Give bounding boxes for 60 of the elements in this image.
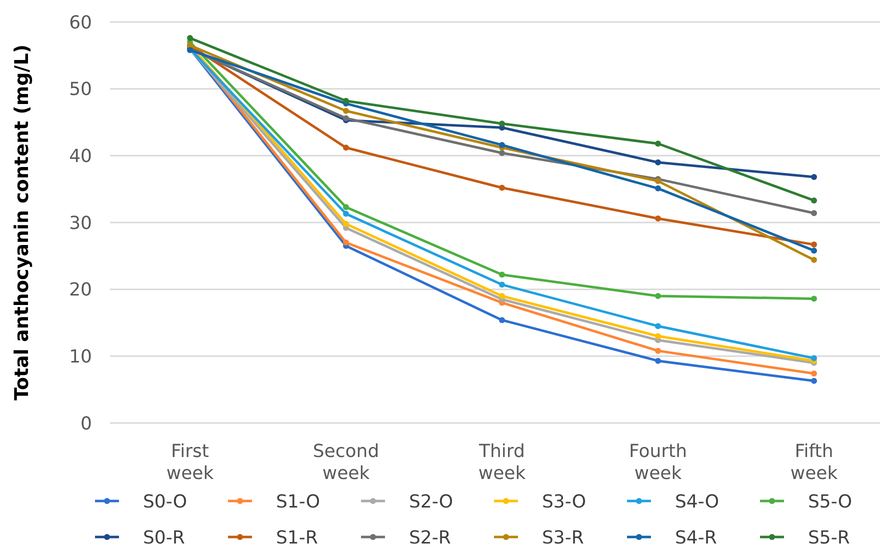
point: [811, 210, 817, 216]
legend-label: S4-R: [675, 527, 717, 548]
point: [499, 317, 505, 324]
legend-label: S5-O: [808, 491, 852, 512]
legend-label: S1-O: [276, 491, 320, 512]
point: [811, 370, 817, 377]
point: [655, 185, 661, 192]
legend-label: S3-O: [542, 491, 586, 512]
legend-label: S3-R: [542, 527, 584, 548]
point: [811, 248, 817, 254]
legend-label: S0-O: [143, 491, 188, 512]
legend-label: S2-R: [409, 527, 451, 548]
point: [499, 184, 505, 191]
point: [655, 215, 661, 222]
point: [343, 220, 349, 227]
point: [655, 348, 661, 354]
point: [811, 256, 817, 263]
y-tick-label: 10: [69, 346, 92, 368]
point: [499, 150, 505, 156]
point: [655, 323, 661, 330]
y-tick-label: 20: [69, 280, 92, 301]
legend-label: S1-R: [276, 527, 318, 548]
point: [499, 282, 505, 288]
legend-label: S5-R: [808, 527, 850, 548]
point: [811, 378, 817, 384]
point: [343, 204, 349, 210]
y-tick-label: 50: [69, 79, 92, 100]
legend-label: S2-O: [409, 491, 454, 512]
point: [811, 355, 817, 362]
point: [499, 272, 505, 278]
legend-label: S0-R: [143, 527, 185, 548]
point: [343, 108, 349, 114]
point: [655, 358, 661, 364]
point: [811, 197, 817, 204]
point: [343, 210, 349, 217]
point: [811, 242, 817, 248]
y-tick-label: 30: [69, 212, 92, 234]
point: [655, 293, 661, 300]
point: [655, 333, 661, 340]
x-tick-label: Third week: [478, 441, 526, 484]
point: [655, 159, 661, 166]
point: [811, 174, 817, 180]
x-tick-label: Second week: [312, 441, 380, 484]
point: [343, 240, 349, 246]
legend-label: S4-O: [675, 491, 720, 512]
point: [811, 296, 817, 302]
point: [187, 35, 193, 42]
y-tick-label: 40: [69, 146, 92, 167]
point: [343, 144, 349, 151]
point: [499, 142, 505, 148]
y-tick-label: 60: [69, 12, 92, 34]
point: [499, 120, 505, 127]
point: [343, 98, 349, 104]
point: [655, 140, 661, 147]
y-tick-label: 0: [80, 413, 92, 434]
x-tick-label: Fifth week: [790, 441, 838, 484]
x-tick-label: First week: [166, 441, 214, 484]
x-tick-label: Fourth week: [629, 441, 687, 484]
point: [499, 293, 505, 300]
y-axis-title: Total anthocyanin content (mg/L): [11, 44, 33, 401]
